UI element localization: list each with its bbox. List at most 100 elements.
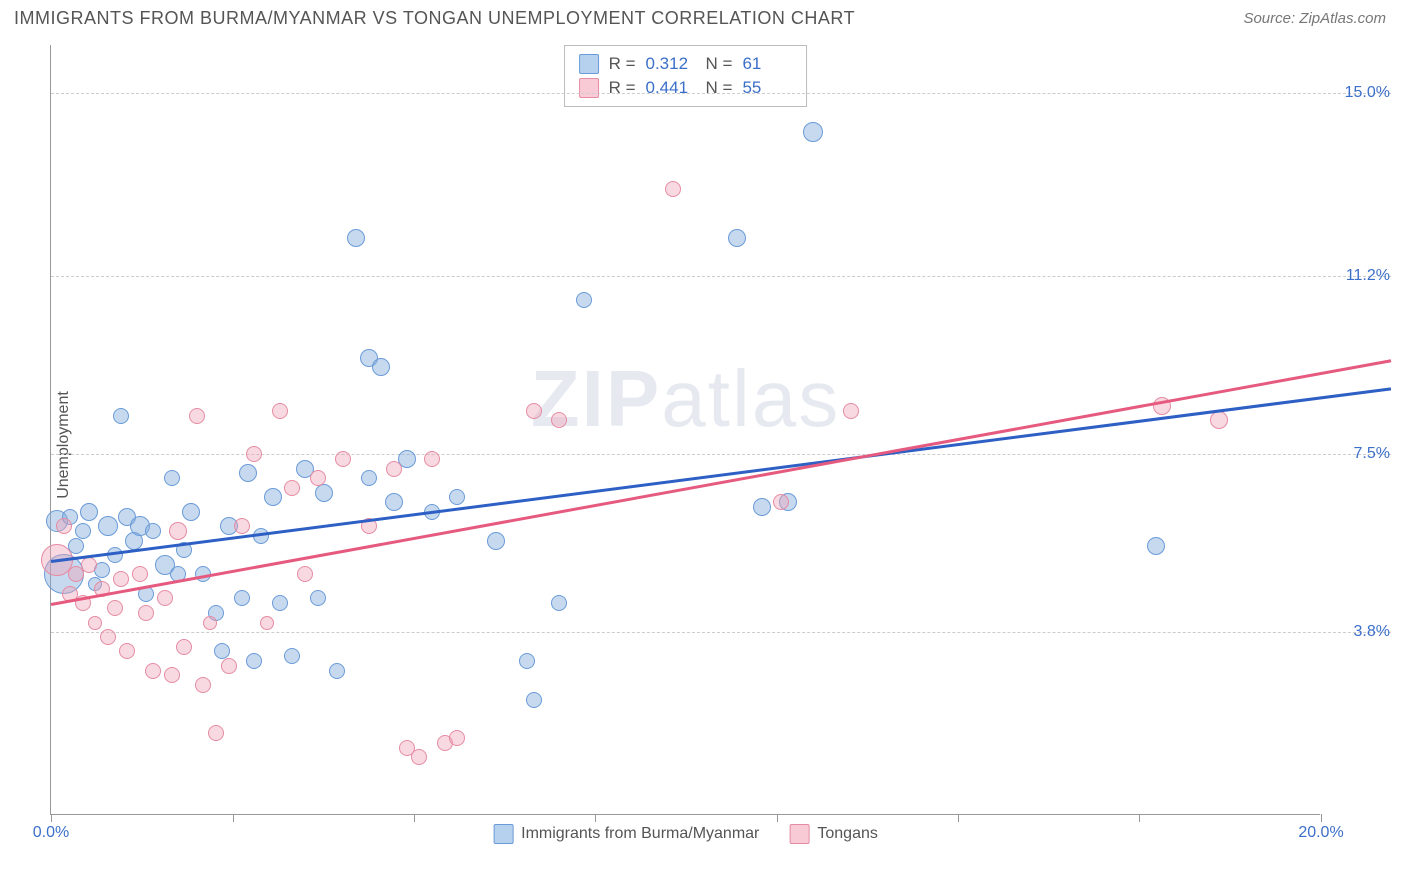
scatter-point-tongan bbox=[169, 522, 187, 540]
scatter-point-burma bbox=[753, 498, 771, 516]
gridline bbox=[51, 93, 1391, 94]
scatter-point-burma bbox=[519, 653, 535, 669]
x-tick bbox=[414, 814, 415, 822]
scatter-point-tongan bbox=[773, 494, 789, 510]
scatter-point-burma bbox=[449, 489, 465, 505]
scatter-point-tongan bbox=[551, 412, 567, 428]
scatter-point-tongan bbox=[234, 518, 250, 534]
scatter-point-tongan bbox=[411, 749, 427, 765]
legend-series-name: Immigrants from Burma/Myanmar bbox=[521, 825, 759, 843]
plot-area: ZIPatlas R =0.312N =61R =0.441N =55 Immi… bbox=[50, 45, 1320, 815]
scatter-point-tongan bbox=[119, 643, 135, 659]
scatter-point-burma bbox=[1147, 537, 1165, 555]
scatter-point-burma bbox=[264, 488, 282, 506]
legend-swatch-icon bbox=[579, 54, 599, 74]
legend-row-burma: R =0.312N =61 bbox=[579, 52, 793, 76]
scatter-point-burma bbox=[487, 532, 505, 550]
x-tick bbox=[595, 814, 596, 822]
x-tick bbox=[1321, 814, 1322, 822]
scatter-point-tongan bbox=[157, 590, 173, 606]
scatter-point-tongan bbox=[132, 566, 148, 582]
n-label: N = bbox=[706, 54, 733, 74]
scatter-point-tongan bbox=[145, 663, 161, 679]
gridline bbox=[51, 632, 1391, 633]
scatter-point-burma bbox=[145, 523, 161, 539]
trend-line-tongan bbox=[51, 360, 1391, 606]
scatter-point-tongan bbox=[176, 639, 192, 655]
watermark: ZIPatlas bbox=[531, 353, 840, 445]
scatter-point-tongan bbox=[335, 451, 351, 467]
scatter-point-tongan bbox=[310, 470, 326, 486]
r-value: 0.441 bbox=[646, 78, 696, 98]
scatter-point-tongan bbox=[208, 725, 224, 741]
scatter-point-tongan bbox=[260, 616, 274, 630]
legend-row-tongan: R =0.441N =55 bbox=[579, 76, 793, 100]
scatter-point-tongan bbox=[1210, 411, 1228, 429]
scatter-point-tongan bbox=[221, 658, 237, 674]
legend-swatch-icon bbox=[789, 824, 809, 844]
scatter-point-burma bbox=[347, 229, 365, 247]
scatter-point-burma bbox=[107, 547, 123, 563]
scatter-point-burma bbox=[80, 503, 98, 521]
scatter-point-tongan bbox=[284, 480, 300, 496]
legend-swatch-icon bbox=[579, 78, 599, 98]
scatter-point-tongan bbox=[665, 181, 681, 197]
n-value: 55 bbox=[742, 78, 792, 98]
watermark-light: atlas bbox=[661, 354, 840, 443]
y-tick-label: 7.5% bbox=[1330, 445, 1390, 463]
scatter-point-tongan bbox=[107, 600, 123, 616]
scatter-point-tongan bbox=[81, 557, 97, 573]
scatter-point-tongan bbox=[449, 730, 465, 746]
x-tick-label: 0.0% bbox=[33, 824, 69, 842]
scatter-point-tongan bbox=[113, 571, 129, 587]
scatter-point-tongan bbox=[100, 629, 116, 645]
scatter-point-tongan bbox=[195, 677, 211, 693]
scatter-point-burma bbox=[728, 229, 746, 247]
scatter-point-tongan bbox=[386, 461, 402, 477]
scatter-point-burma bbox=[246, 653, 262, 669]
scatter-point-burma bbox=[272, 595, 288, 611]
y-tick-label: 15.0% bbox=[1330, 84, 1390, 102]
legend-item-tongan: Tongans bbox=[789, 824, 878, 844]
x-tick bbox=[233, 814, 234, 822]
r-label: R = bbox=[609, 54, 636, 74]
scatter-point-burma bbox=[803, 122, 823, 142]
scatter-point-burma bbox=[329, 663, 345, 679]
x-tick bbox=[51, 814, 52, 822]
chart-title: IMMIGRANTS FROM BURMA/MYANMAR VS TONGAN … bbox=[14, 8, 855, 29]
scatter-point-tongan bbox=[203, 616, 217, 630]
scatter-point-burma bbox=[182, 503, 200, 521]
scatter-point-tongan bbox=[164, 667, 180, 683]
chart-container: Unemployment ZIPatlas R =0.312N =61R =0.… bbox=[50, 45, 1390, 845]
watermark-bold: ZIP bbox=[531, 354, 661, 443]
scatter-point-tongan bbox=[56, 518, 72, 534]
n-value: 61 bbox=[742, 54, 792, 74]
scatter-point-tongan bbox=[272, 403, 288, 419]
y-tick-label: 11.2% bbox=[1330, 267, 1390, 285]
scatter-point-tongan bbox=[526, 403, 542, 419]
scatter-point-burma bbox=[234, 590, 250, 606]
r-label: R = bbox=[609, 78, 636, 98]
y-tick-label: 3.8% bbox=[1330, 623, 1390, 641]
scatter-point-tongan bbox=[297, 566, 313, 582]
source-label: Source: ZipAtlas.com bbox=[1243, 10, 1386, 27]
legend-correlation: R =0.312N =61R =0.441N =55 bbox=[564, 45, 808, 107]
x-tick bbox=[1139, 814, 1140, 822]
scatter-point-burma bbox=[551, 595, 567, 611]
scatter-point-tongan bbox=[189, 408, 205, 424]
scatter-point-burma bbox=[372, 358, 390, 376]
legend-series-name: Tongans bbox=[817, 825, 878, 843]
x-tick bbox=[777, 814, 778, 822]
scatter-point-burma bbox=[576, 292, 592, 308]
scatter-point-tongan bbox=[843, 403, 859, 419]
gridline bbox=[51, 276, 1391, 277]
scatter-point-burma bbox=[310, 590, 326, 606]
scatter-point-burma bbox=[113, 408, 129, 424]
scatter-point-burma bbox=[239, 464, 257, 482]
scatter-point-burma bbox=[361, 470, 377, 486]
scatter-point-burma bbox=[315, 484, 333, 502]
scatter-point-burma bbox=[284, 648, 300, 664]
scatter-point-tongan bbox=[138, 605, 154, 621]
legend-series: Immigrants from Burma/Myanmar Tongans bbox=[493, 824, 878, 844]
chart-header: IMMIGRANTS FROM BURMA/MYANMAR VS TONGAN … bbox=[0, 0, 1406, 33]
